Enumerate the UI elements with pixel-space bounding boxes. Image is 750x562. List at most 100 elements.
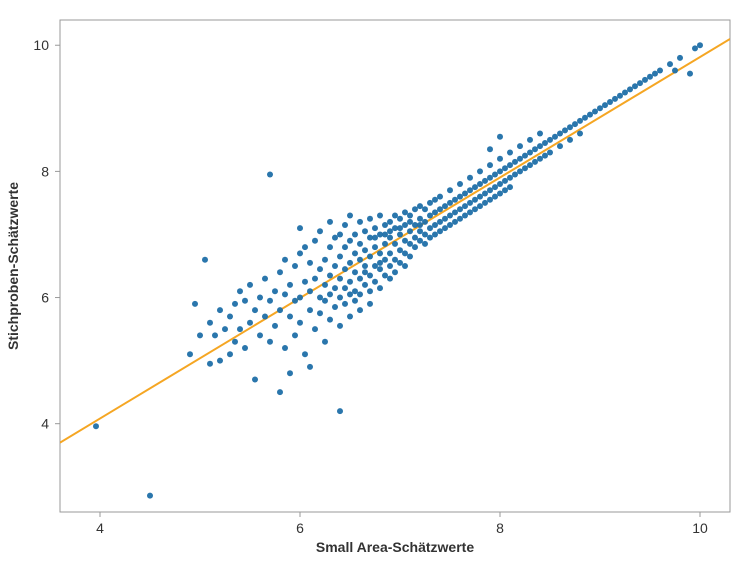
data-point xyxy=(457,194,463,200)
data-point xyxy=(147,493,153,499)
data-point xyxy=(352,298,358,304)
data-point xyxy=(417,203,423,209)
data-point xyxy=(482,190,488,196)
data-point xyxy=(487,187,493,193)
data-point xyxy=(347,313,353,319)
data-point xyxy=(672,67,678,73)
data-point xyxy=(432,209,438,215)
data-point xyxy=(357,276,363,282)
data-point xyxy=(237,288,243,294)
data-point xyxy=(327,317,333,323)
data-point xyxy=(452,197,458,203)
chart-svg: 4681046810Small Area-SchätzwerteStichpro… xyxy=(0,0,750,562)
data-point xyxy=(517,156,523,162)
data-point xyxy=(497,168,503,174)
data-point xyxy=(347,238,353,244)
scatter-chart: 4681046810Small Area-SchätzwerteStichpro… xyxy=(0,0,750,562)
data-point xyxy=(302,351,308,357)
data-point xyxy=(607,99,613,105)
data-point xyxy=(372,225,378,231)
data-point xyxy=(447,213,453,219)
data-point xyxy=(597,105,603,111)
data-point xyxy=(202,257,208,263)
data-point xyxy=(477,203,483,209)
data-point xyxy=(327,291,333,297)
data-point xyxy=(427,225,433,231)
data-point xyxy=(397,231,403,237)
data-point xyxy=(232,301,238,307)
data-point xyxy=(337,254,343,260)
data-point xyxy=(317,295,323,301)
data-point xyxy=(417,216,423,222)
data-point xyxy=(532,146,538,152)
data-point xyxy=(317,228,323,234)
data-point xyxy=(477,194,483,200)
data-point xyxy=(417,222,423,228)
data-point xyxy=(297,225,303,231)
data-point xyxy=(502,178,508,184)
data-point xyxy=(437,194,443,200)
data-point xyxy=(497,181,503,187)
data-point xyxy=(457,216,463,222)
data-point xyxy=(642,77,648,83)
data-point xyxy=(317,310,323,316)
data-point xyxy=(577,118,583,124)
data-point xyxy=(427,213,433,219)
data-point xyxy=(447,222,453,228)
data-point xyxy=(357,257,363,263)
data-point xyxy=(377,213,383,219)
data-point xyxy=(477,168,483,174)
data-point xyxy=(347,213,353,219)
data-point xyxy=(342,285,348,291)
data-point xyxy=(507,184,513,190)
data-point xyxy=(322,339,328,345)
data-point xyxy=(362,247,368,253)
data-point xyxy=(632,83,638,89)
data-point xyxy=(377,260,383,266)
data-point xyxy=(362,269,368,275)
data-point xyxy=(267,172,273,178)
data-point xyxy=(302,244,308,250)
data-point xyxy=(287,313,293,319)
data-point xyxy=(357,241,363,247)
x-tick-label: 8 xyxy=(496,520,504,536)
data-point xyxy=(422,231,428,237)
data-point xyxy=(407,254,413,260)
data-point xyxy=(492,184,498,190)
data-point xyxy=(522,153,528,159)
data-point xyxy=(387,276,393,282)
y-tick-label: 10 xyxy=(33,37,49,53)
data-point xyxy=(257,332,263,338)
data-point xyxy=(442,225,448,231)
data-point xyxy=(577,131,583,137)
data-point xyxy=(362,228,368,234)
data-point xyxy=(657,67,663,73)
data-point xyxy=(322,282,328,288)
x-tick-label: 4 xyxy=(96,520,104,536)
data-point xyxy=(627,86,633,92)
data-point xyxy=(387,228,393,234)
data-point xyxy=(537,143,543,149)
data-point xyxy=(472,206,478,212)
data-point xyxy=(307,288,313,294)
data-point xyxy=(647,74,653,80)
data-point xyxy=(392,213,398,219)
data-point xyxy=(302,279,308,285)
data-point xyxy=(417,228,423,234)
data-point xyxy=(402,209,408,215)
data-point xyxy=(382,272,388,278)
data-point xyxy=(367,272,373,278)
data-point xyxy=(267,339,273,345)
data-point xyxy=(697,42,703,48)
data-point xyxy=(582,115,588,121)
data-point xyxy=(272,288,278,294)
data-point xyxy=(467,200,473,206)
y-tick-label: 6 xyxy=(41,290,49,306)
data-point xyxy=(427,200,433,206)
data-point xyxy=(562,127,568,133)
data-point xyxy=(307,307,313,313)
data-point xyxy=(502,165,508,171)
y-axis-label: Stichproben-Schätzwerte xyxy=(5,182,21,350)
data-point xyxy=(217,358,223,364)
data-point xyxy=(337,231,343,237)
